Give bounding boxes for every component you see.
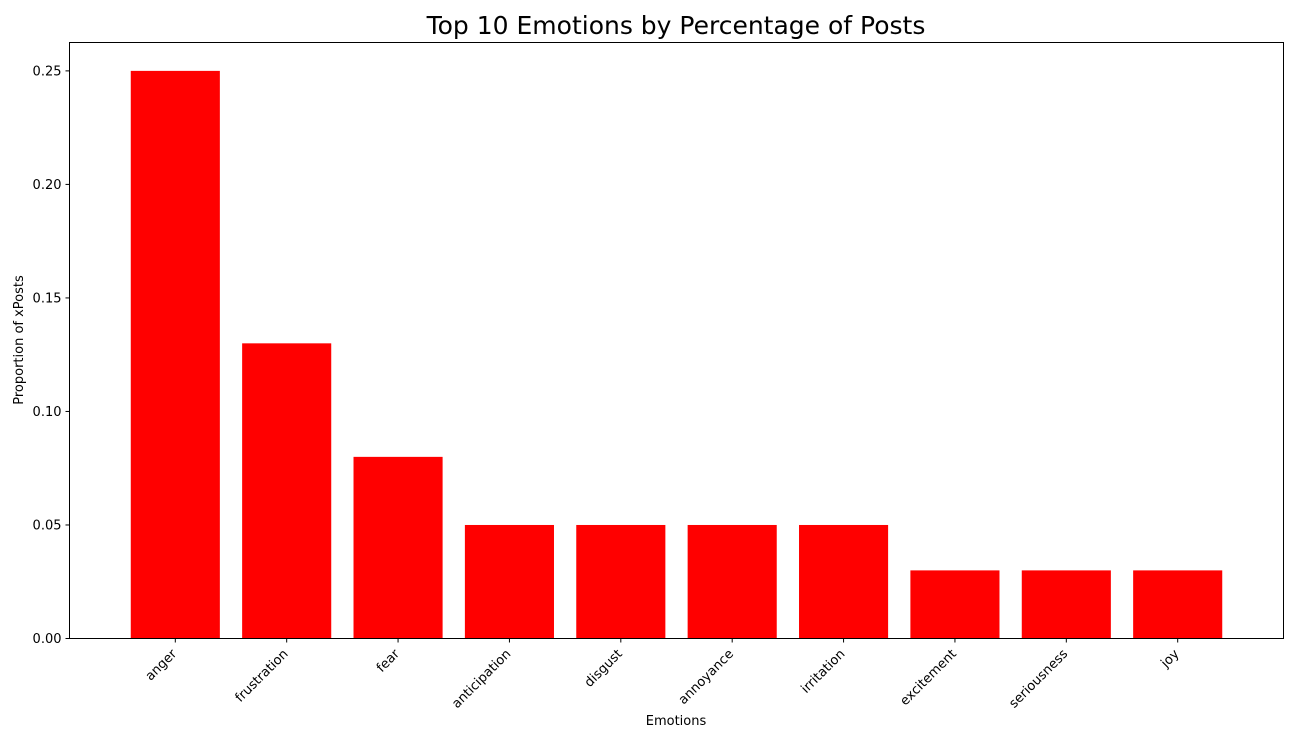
bar-fear [353,456,443,639]
y-tick-label: 0.25 [33,64,62,79]
x-tick-label-frustration: frustration [233,647,292,706]
x-axis-ticks: anger frustration fear anticipation disgust a… [143,638,1183,712]
bar-annoyance [687,524,777,639]
y-axis-ticks: 0.00 0.05 0.10 0.15 0.20 0.25 [33,64,70,647]
x-tick-label-seriousness: seriousness [1006,647,1071,712]
y-tick-label: 0.05 [33,518,62,533]
y-axis-label: Proportion of xPosts [12,275,27,405]
bars [130,70,1223,639]
x-axis-label: Emotions [646,714,707,729]
x-tick-label-excitement: excitement [897,647,959,709]
x-tick-label-disgust: disgust [582,647,626,691]
chart-title: Top 10 Emotions by Percentage of Posts [426,11,926,40]
bar-anticipation [464,524,554,639]
bar-excitement [910,570,1000,639]
x-tick-label-joy: joy [1158,647,1183,672]
x-tick-label-anger: anger [143,646,181,684]
x-tick-label-fear: fear [374,646,403,675]
plot-frame [69,42,1284,639]
bar-frustration [242,343,332,639]
x-tick-label-annoyance: annoyance [676,647,737,708]
y-tick-label: 0.15 [33,291,62,306]
bar-anger [130,70,220,639]
y-tick-label: 0.20 [33,178,62,193]
bar-seriousness [1021,570,1111,639]
bar-irritation [799,524,889,639]
x-tick-label-anticipation: anticipation [449,647,514,712]
bar-joy [1133,570,1223,639]
x-tick-label-irritation: irritation [798,647,848,697]
bar-disgust [576,524,666,639]
y-tick-label: 0.10 [33,405,62,420]
y-tick-label: 0.00 [33,632,62,647]
